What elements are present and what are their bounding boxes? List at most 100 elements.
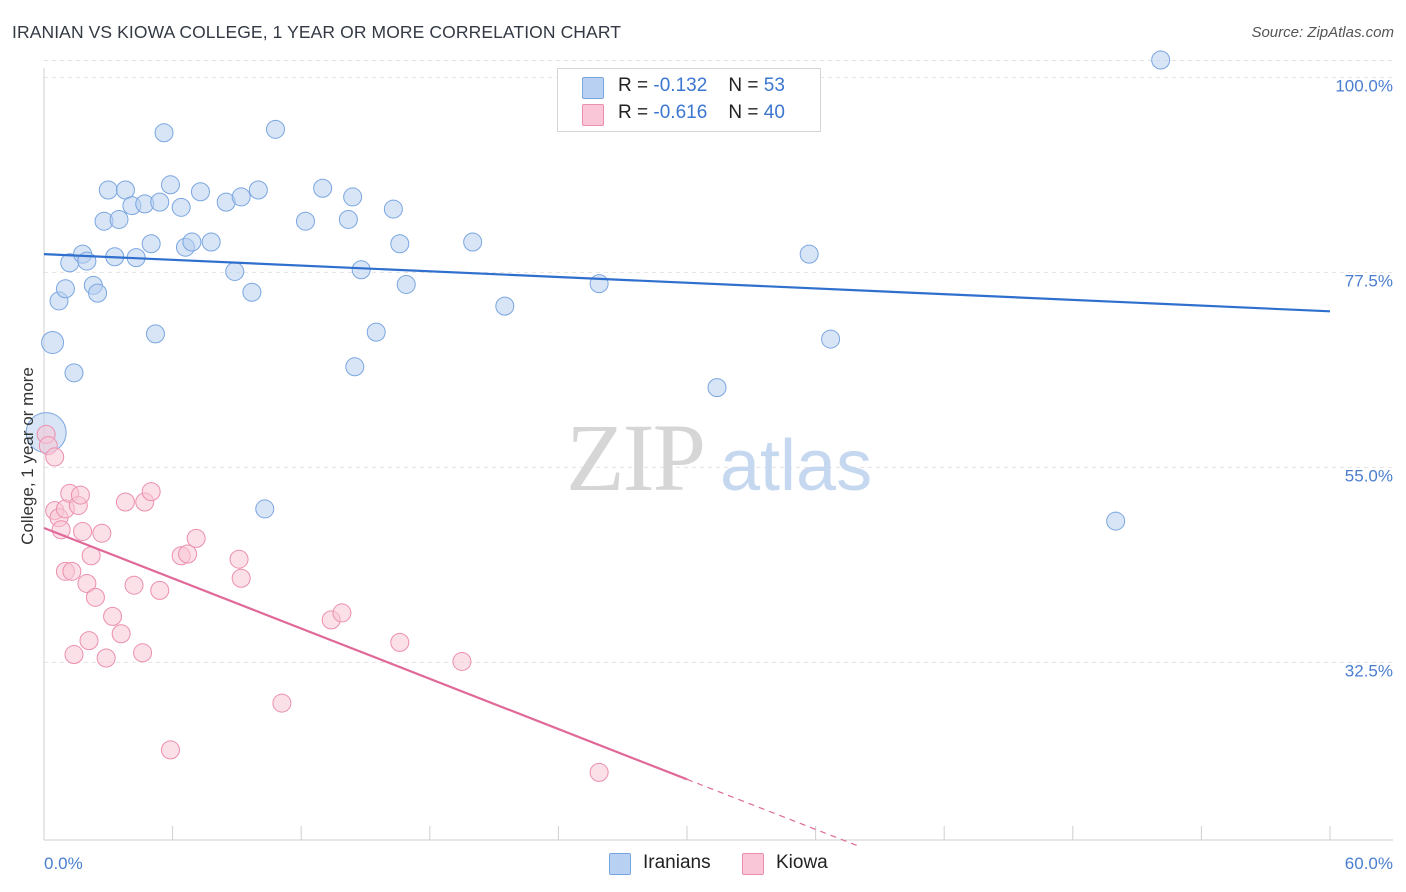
x-tick-label: 0.0% [44, 854, 83, 873]
kiowa-point [160, 740, 180, 760]
kiowa-point [62, 561, 82, 581]
kiowa-legend-swatch [742, 853, 764, 875]
kiowa-point [231, 568, 251, 588]
iranians-legend-label: Iranians [643, 852, 711, 873]
iranians-point [88, 283, 108, 303]
trend-lines [43, 253, 1331, 847]
iranians-point [383, 199, 403, 219]
kiowa-point [178, 544, 198, 564]
y-tick-label: 32.5% [1345, 661, 1393, 680]
kiowa-point [45, 447, 65, 467]
kiowa-point [77, 573, 97, 593]
iranians-swatch [582, 77, 604, 99]
iranians-point [295, 211, 315, 231]
iranians-point [338, 209, 358, 229]
kiowa-point [92, 523, 112, 543]
iranians-point [351, 260, 371, 280]
iranians-point [145, 324, 165, 344]
kiowa-point [133, 643, 153, 663]
kiowa-point [64, 645, 84, 665]
watermark: ZIP atlas [566, 404, 872, 511]
iranians-points [25, 50, 1171, 531]
correlation-legend: R = -0.132 N = 53 R = -0.616 N = 40 [557, 68, 821, 132]
iranians-point [160, 175, 180, 195]
iranians-point [201, 232, 221, 252]
kiowa-point [85, 587, 105, 607]
kiowa-point [272, 693, 292, 713]
iranians-point [396, 274, 416, 294]
kiowa-point [229, 549, 249, 569]
iranians-point [495, 296, 515, 316]
kiowa-point [111, 624, 131, 644]
iranians-point [799, 244, 819, 264]
y-tick-label: 55.0% [1345, 466, 1393, 485]
iranians-point [1151, 50, 1171, 70]
kiowa-point [115, 492, 135, 512]
legend-n-label: N = [728, 102, 759, 123]
iranians-point [55, 279, 75, 299]
y-tick-label: 77.5% [1345, 271, 1393, 290]
iranians-point [343, 187, 363, 207]
iranians-point [231, 187, 251, 207]
kiowa-point [150, 580, 170, 600]
kiowa-swatch [582, 104, 604, 126]
x-tick-label: 60.0% [1345, 854, 1393, 873]
iranians-point [41, 331, 65, 355]
legend-n-value-iranians: 53 [763, 75, 785, 96]
chart-title: IRANIAN VS KIOWA COLLEGE, 1 YEAR OR MORE… [12, 22, 622, 42]
iranians-point [463, 232, 483, 252]
iranians-point [98, 180, 118, 200]
watermark-atlas: atlas [720, 426, 872, 506]
iranians-point [255, 499, 275, 519]
iranians-point [265, 119, 285, 139]
kiowa-point [390, 632, 410, 652]
iranians-point [589, 274, 609, 294]
legend-r-value-kiowa: -0.616 [653, 102, 708, 123]
kiowa-point [186, 528, 206, 548]
iranians-point [150, 192, 170, 212]
iranians-point [154, 123, 174, 143]
kiowa-point [141, 482, 161, 502]
iranians-point [345, 357, 365, 377]
iranians-point [141, 234, 161, 254]
kiowa-point [73, 521, 93, 541]
iranians-point [390, 234, 410, 254]
iranians-point [248, 180, 268, 200]
iranians-point [821, 329, 841, 349]
iranians-point [64, 363, 84, 383]
kiowa-points [36, 424, 609, 782]
iranians-trend-line [43, 253, 1331, 313]
legend-r-value-iranians: -0.132 [653, 75, 708, 96]
kiowa-point [452, 651, 472, 671]
kiowa-point [589, 762, 609, 782]
iranians-point [171, 197, 191, 217]
iranians-point [109, 209, 129, 229]
kiowa-trend-line [43, 526, 688, 781]
iranians-point [182, 232, 202, 252]
iranians-point [366, 322, 386, 342]
legend-n-label: N = [728, 75, 759, 96]
iranians-legend-swatch [609, 853, 631, 875]
legend-n-value-kiowa: 40 [763, 102, 785, 123]
kiowa-point [79, 631, 99, 651]
legend-r-label: R = [618, 75, 649, 96]
kiowa-point [96, 648, 116, 668]
kiowa-point [124, 575, 144, 595]
iranians-point [225, 261, 245, 281]
kiowa-point [51, 520, 71, 540]
kiowa-point [103, 606, 123, 626]
kiowa-legend-label: Kiowa [776, 852, 828, 873]
legend-r-label: R = [618, 102, 649, 123]
y-tick-label: 100.0% [1335, 76, 1393, 95]
kiowa-point [70, 485, 90, 505]
kiowa-trend-extension [686, 778, 859, 847]
iranians-point [190, 182, 210, 202]
source-credit: Source: ZipAtlas.com [1251, 24, 1394, 41]
iranians-point [707, 378, 727, 398]
kiowa-point [332, 603, 352, 623]
iranians-point [313, 178, 333, 198]
y-axis-title: College, 1 year or more [18, 367, 37, 545]
axes [43, 68, 1393, 841]
iranians-point [1106, 511, 1126, 531]
